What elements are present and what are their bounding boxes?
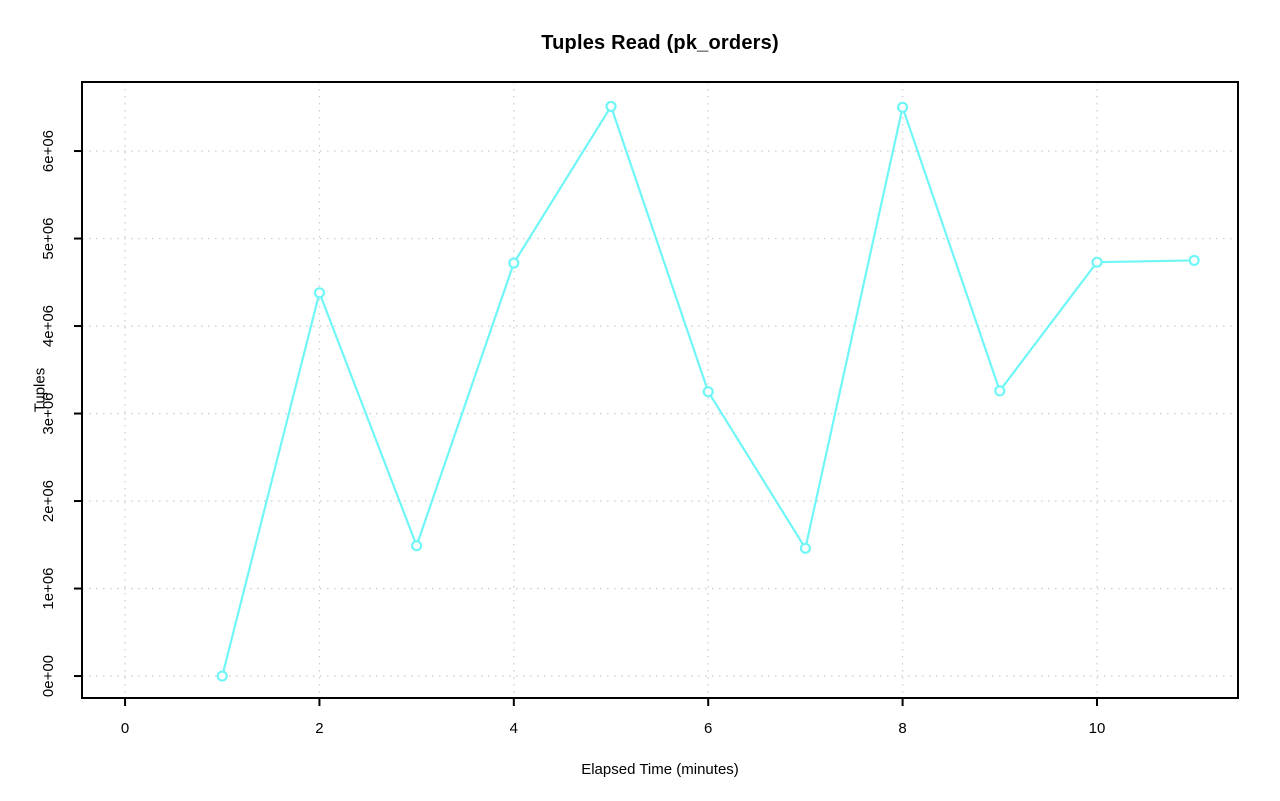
y-tick-label: 2e+06 <box>40 480 57 522</box>
y-tick-label: 5e+06 <box>40 217 57 259</box>
x-tick-label: 6 <box>704 720 712 737</box>
y-tick-label: 1e+06 <box>40 567 57 609</box>
plot-border <box>81 81 1239 699</box>
data-point-marker <box>216 670 228 682</box>
x-tick-label: 2 <box>315 720 323 737</box>
data-point-marker <box>702 386 714 398</box>
data-point-marker <box>1188 254 1200 267</box>
x-axis-label: Elapsed Time (minutes) <box>581 761 739 778</box>
data-point-marker <box>1091 256 1103 268</box>
data-point-marker <box>313 287 326 299</box>
data-point-marker <box>605 100 617 113</box>
x-tick-label: 4 <box>510 720 518 737</box>
x-tick-label: 8 <box>898 720 906 737</box>
x-tick-label: 0 <box>121 720 129 737</box>
data-point-marker <box>799 542 811 554</box>
data-point-marker <box>994 385 1006 397</box>
data-point-marker <box>508 257 520 269</box>
y-tick-label: 0e+00 <box>40 655 57 697</box>
y-tick-label: 3e+06 <box>40 392 57 434</box>
data-point-marker <box>411 540 423 552</box>
x-tick-label: 10 <box>1089 720 1106 737</box>
y-tick-label: 4e+06 <box>40 305 57 347</box>
y-tick-label: 6e+06 <box>40 130 57 172</box>
chart-title: Tuples Read (pk_orders) <box>541 32 779 54</box>
data-point-marker <box>896 101 909 113</box>
